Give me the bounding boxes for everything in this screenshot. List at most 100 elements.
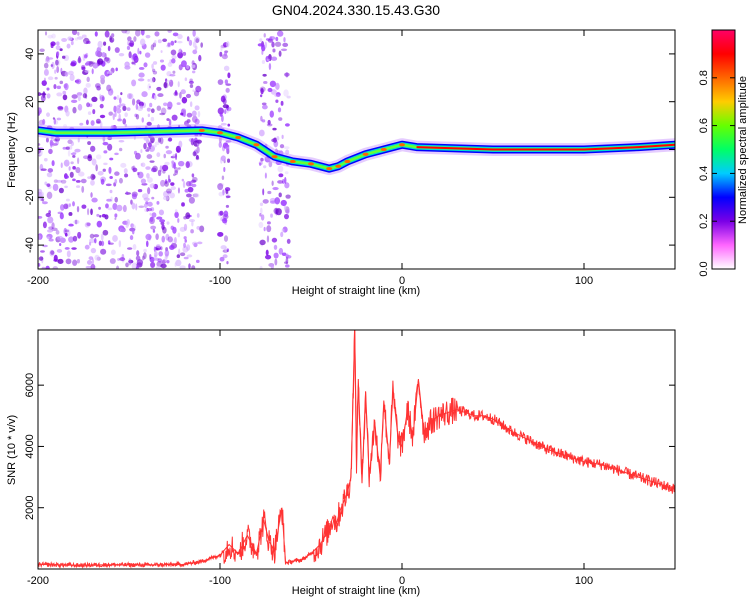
spectrogram-noise-point [149, 212, 152, 216]
spectrogram-noise-point [185, 93, 191, 99]
spectrogram-noise-point [131, 202, 136, 210]
spectrogram-noise-point [263, 80, 268, 84]
spectrogram-noise-point [168, 79, 174, 87]
spectrogram-noise-point [262, 199, 269, 204]
spectrogram-noise-point [222, 249, 229, 253]
spectrogram-noise-point [191, 265, 196, 269]
spectrogram-noise-point [150, 167, 157, 173]
spectrogram-noise-point [46, 93, 51, 99]
spectrogram-noise-point [151, 212, 157, 218]
spectrogram-noise-point [106, 84, 112, 92]
spectrogram-noise-point [259, 162, 262, 166]
spectrogram-noise-point [227, 158, 231, 163]
spectrogram-noise-point [267, 119, 271, 125]
spectrogram-noise-point [155, 244, 161, 249]
spectrogram-noise-point [266, 235, 270, 243]
spectrogram-noise-point [113, 105, 117, 113]
spectrogram-noise-point [128, 258, 132, 266]
spectrogram-noise-point [165, 150, 173, 155]
spectrogram-noise-point [48, 238, 54, 242]
spectrogram-noise-point [146, 146, 152, 150]
spectrogram-noise-point [175, 152, 178, 161]
spectrogram-noise-point [86, 222, 91, 227]
spectrogram-noise-point [171, 160, 175, 165]
spectrogram-noise-point [153, 183, 159, 190]
spectrogram-noise-point [129, 235, 134, 241]
spectrogram-noise-point [171, 58, 176, 64]
spectrogram-noise-point [130, 199, 133, 205]
spectrogram-noise-point [157, 258, 163, 263]
spectrogram-noise-point [66, 43, 71, 49]
spectrogram-noise-point [67, 36, 73, 41]
spectrogram-noise-point [142, 255, 145, 261]
spectrogram-noise-point [56, 249, 63, 253]
spectrogram-noise-point [271, 237, 278, 243]
spectrogram-noise-point [98, 240, 102, 246]
spectrogram-noise-point [75, 166, 81, 174]
spectrogram-noise-point [141, 91, 148, 98]
spectrogram-noise-point [177, 232, 181, 238]
spectrogram-noise-point [191, 179, 196, 183]
spectrogram-noise-point [100, 176, 107, 183]
spectrogram-noise-point [220, 44, 227, 49]
colorbar-ticks: 0.0 0.2 0.4 0.6 0.8 [698, 70, 735, 277]
spectrogram-noise-point [258, 221, 264, 229]
spectrogram-noise-point [118, 240, 122, 248]
spectrogram-noise-point [285, 264, 290, 268]
spectrogram-noise-point [224, 187, 231, 192]
spectrogram-noise-point [110, 249, 116, 255]
spectrogram-noise-point [88, 60, 94, 67]
spectrogram-noise-point [122, 204, 127, 213]
spectrogram-noise-point [96, 220, 103, 228]
spectrogram-noise-point [275, 82, 280, 90]
spectrogram-noise-point [181, 96, 188, 104]
spectrogram-noise-point [114, 217, 117, 220]
spectrogram-noise-point [223, 167, 226, 173]
spectrogram-noise-point [154, 251, 158, 258]
spectrogram-noise-point [51, 33, 56, 39]
spectrogram-noise-point [81, 185, 85, 193]
spectrogram-noise-point [56, 41, 60, 46]
spectrogram-noise-point [160, 64, 166, 71]
spectrogram-noise-point [128, 51, 132, 59]
spectrogram-noise-point [159, 59, 165, 63]
spectrogram-noise-point [103, 150, 108, 154]
spectrogram-noise-point [77, 103, 83, 111]
spectrogram-noise-point [70, 141, 75, 147]
spectrogram-noise-point [175, 259, 182, 267]
spectrogram-noise-point [64, 175, 69, 179]
spectrogram-noise-point [62, 94, 68, 101]
spectrogram-noise-point [147, 83, 151, 91]
spectrogram-noise-point [283, 205, 287, 210]
spectrogram-noise-point [43, 157, 48, 162]
spectrogram-noise-point [145, 166, 151, 170]
spectrogram-noise-point [130, 223, 134, 228]
spectrogram-noise-point [106, 70, 113, 75]
spectrogram-noise-point [122, 118, 127, 125]
spectrogram-noise-point [77, 57, 82, 64]
spectrogram-noise-point [186, 244, 191, 251]
spectrogram-noise-point [195, 38, 200, 44]
spectrogram-noise-point [159, 112, 166, 116]
spectrogram-noise-point [174, 211, 179, 219]
spectrogram-noise-point [126, 107, 131, 112]
spectrogram-noise-point [182, 180, 186, 189]
spectrogram-y-tick-label: 20 [24, 96, 36, 108]
spectrogram-noise-point [152, 144, 157, 148]
spectrogram-noise-point [92, 174, 96, 180]
spectrogram-noise-point [97, 58, 104, 65]
spectrogram-noise-point [92, 62, 99, 69]
spectrogram-noise-point [44, 181, 48, 186]
spectrogram-y-tick-label: -20 [24, 189, 36, 205]
spectrogram-noise-point [184, 188, 189, 193]
spectrogram-noise-point [62, 146, 67, 150]
spectrogram-noise-point [271, 138, 277, 143]
spectrogram-noise-point [183, 223, 188, 231]
spectrogram-noise-point [177, 40, 183, 44]
spectrogram-noise-point [59, 204, 65, 211]
spectrogram-noise-point [223, 235, 229, 242]
spectrogram-noise-point [143, 203, 148, 208]
spectrogram-noise-point [118, 53, 125, 57]
spectrogram-noise-point [84, 222, 91, 228]
spectrogram-noise-point [177, 187, 180, 194]
